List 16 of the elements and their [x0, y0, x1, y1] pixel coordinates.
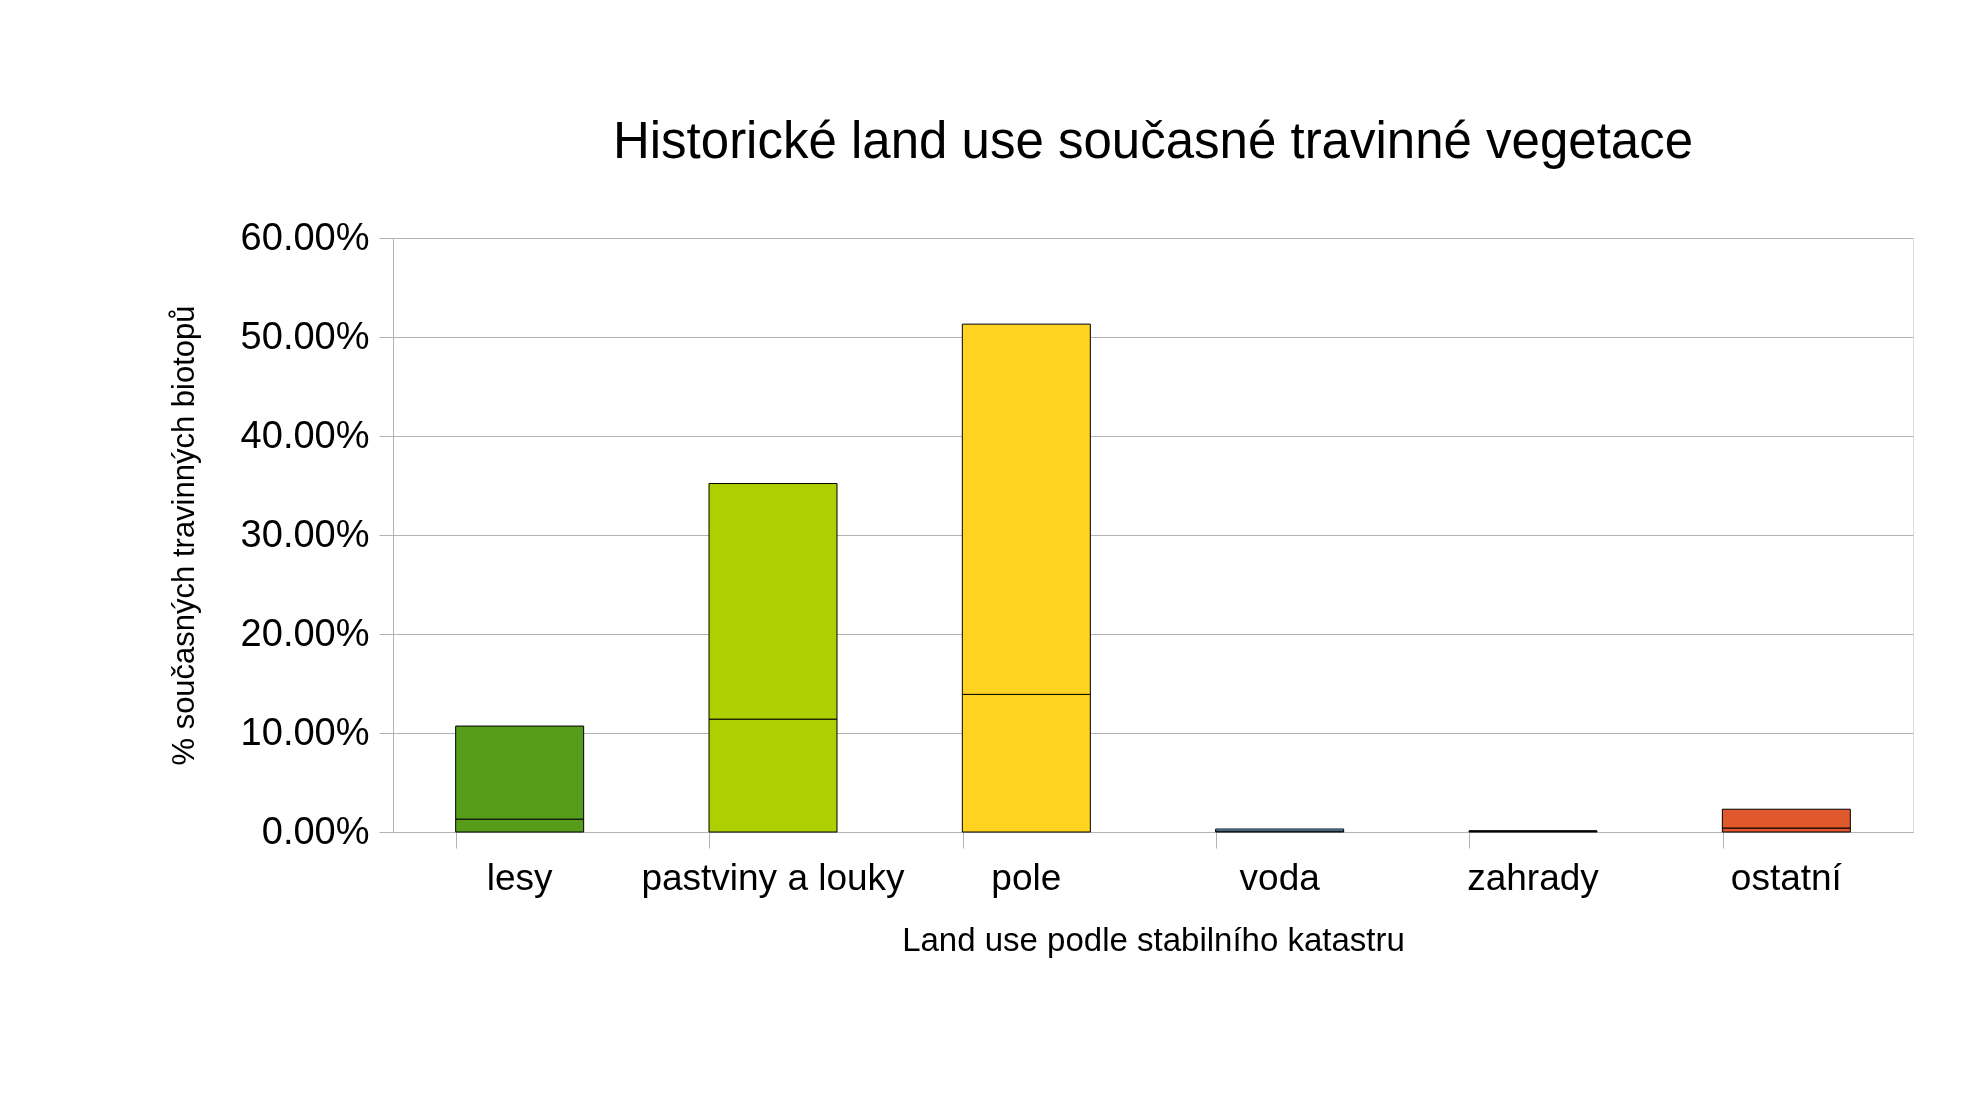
x-tick-label: pastviny a louky: [641, 856, 906, 898]
x-tick-label: voda: [1239, 856, 1321, 898]
y-tick-label: 30.00%: [240, 512, 370, 555]
y-axis-title: % současných travinných biotopů: [165, 305, 201, 766]
x-tick-label: lesy: [486, 856, 554, 898]
y-tick-label: 10.00%: [240, 710, 370, 753]
x-tick-label: pole: [991, 856, 1062, 898]
y-tick-label: 50.00%: [240, 314, 370, 357]
x-tick-label: zahrady: [1467, 856, 1600, 898]
y-tick-label: 20.00%: [240, 611, 370, 654]
y-tick-label: 40.00%: [240, 413, 370, 456]
x-tick-label: ostatní: [1730, 856, 1843, 898]
y-tick-label: 60.00%: [240, 215, 370, 258]
x-axis-title: Land use podle stabilního katastru: [902, 920, 1405, 958]
chart-title: Historické land use současné travinné vegetace: [612, 112, 1694, 169]
y-tick-label: 0.00%: [261, 809, 370, 852]
